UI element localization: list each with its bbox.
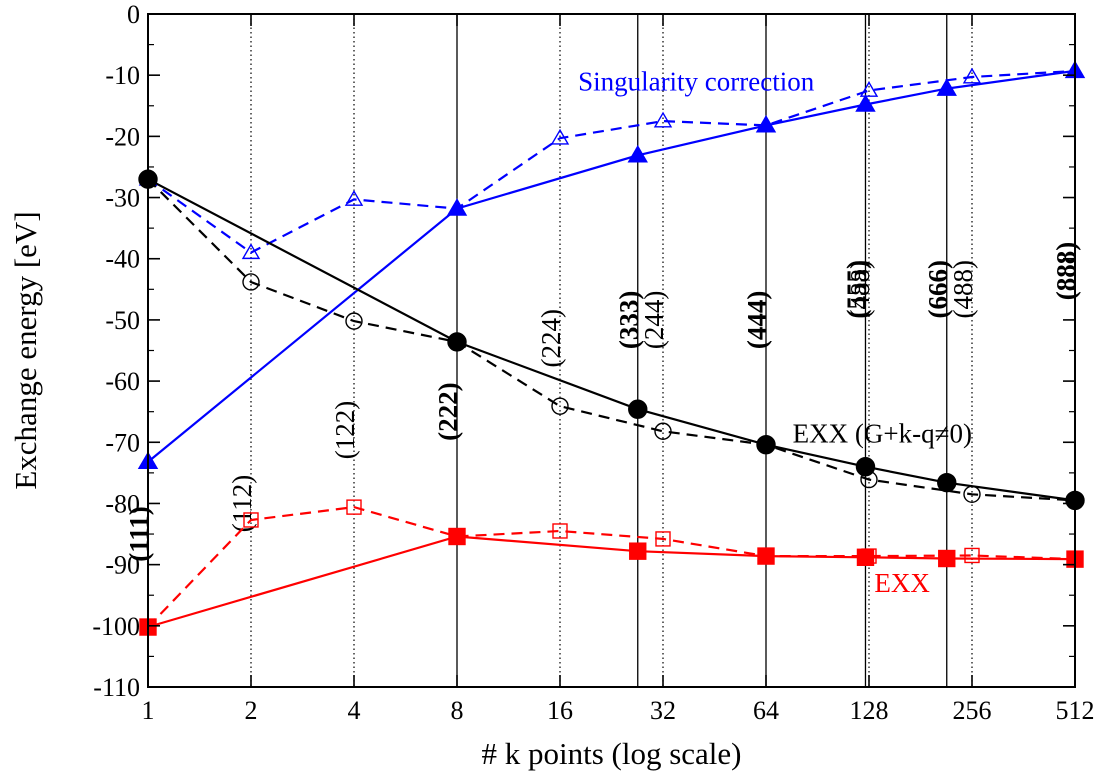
kpoint-mesh-label: (333) [614,291,644,349]
circle-marker [757,436,775,454]
square-marker [938,549,956,568]
circle-marker [628,399,648,419]
triangle-marker [241,243,261,260]
triangle-marker [344,189,364,206]
x-tick-label: 4 [348,696,361,725]
kpoint-mesh-label: (244) [639,291,669,349]
y-tick-label: -20 [105,122,140,151]
triangle-marker [447,199,467,216]
kpoint-mesh-label: (888) [1051,242,1081,300]
square-marker [964,547,980,564]
square-marker [243,512,259,528]
x-tick-label: 1 [142,696,155,725]
y-tick-label: -110 [93,673,140,702]
axis-ticks: 1 2 4 8 16 32 64 128 256 512 0 -10 -20 -30 -40 -50 -60 -7… [92,0,1094,725]
triangle-marker [859,81,879,97]
series-annotation: EXX [874,568,930,598]
square-marker [552,523,568,539]
y-tick-label: -10 [105,61,140,90]
kpoint-mesh-label: (488) [845,260,875,318]
circle-marker [860,470,878,489]
circle-marker [448,333,466,351]
x-tick-label: 256 [953,696,992,725]
triangle-marker [855,94,876,112]
triangle-marker [627,144,648,163]
x-tick-label: 64 [753,696,779,725]
x-axis-title: # k points (log scale) [481,736,741,771]
circle-marker [242,273,260,291]
series-line-exx-solid [147,535,1076,629]
kpoint-mesh-label: (488) [948,260,978,318]
kpoint-mesh-label: (122) [330,401,360,459]
circle-marker [937,472,957,493]
x-tick-label: 8 [451,696,464,725]
x-tick-label: 128 [850,696,889,725]
y-tick-label: -100 [92,612,140,641]
square-marker [629,542,647,560]
y-tick-label: -60 [105,367,140,396]
kpoint-mesh-labels: (111)(112)(122) (222)(224) (333)(244) (444)… [124,242,1081,562]
y-tick-label: 0 [127,0,140,29]
circle-marker [756,435,776,455]
series-annotations: Singularity correction EXX (G+k-q≠0) EXX [578,66,972,598]
square-marker [448,527,466,546]
y-tick-label: -70 [105,428,140,457]
y-tick-label: -90 [105,551,140,580]
triangle-marker [936,78,957,96]
triangle-marker [550,128,570,145]
square-marker [449,528,465,545]
y-tick-label: -80 [105,489,140,518]
circle-marker [447,332,467,352]
kpoint-mesh-label: (444) [742,291,772,349]
kpoint-mesh-label: (112) [227,475,257,532]
x-tick-label: 512 [1056,696,1095,725]
triangle-marker [756,115,776,132]
y-tick-label: -40 [105,245,140,274]
y-tick-label: -50 [105,306,140,335]
x-tick-label: 2 [245,696,258,725]
series-line-sing-dashed [147,69,1076,254]
series-line-exxg-dashed [147,178,1076,502]
y-axis-title: Exchange energy [eV] [8,211,43,489]
kpoint-mesh-label: (224) [536,309,566,367]
series-line-exxg-solid [147,178,1076,502]
square-marker [861,548,877,564]
triangle-marker [962,67,982,84]
kpoint-mesh-label: (666) [923,260,953,318]
circle-marker [345,312,363,330]
y-tick-label: -30 [105,184,140,213]
kpoint-mesh-label: (555) [841,260,871,318]
kpoint-mesh-label: (222) [433,382,463,440]
series-annotation: Singularity correction [578,66,815,96]
series-lines [147,69,1076,629]
x-tick-label: 16 [547,696,573,725]
square-marker [655,531,671,547]
series-line-exx-dashed [147,505,1076,628]
series-markers [137,60,1086,636]
triangle-marker [653,111,673,128]
circle-marker [654,422,672,440]
square-marker [346,499,362,515]
series-annotation: EXX (G+k-q≠0) [793,418,972,448]
square-marker [758,548,774,564]
x-tick-label: 32 [650,696,676,725]
circle-marker [551,397,569,415]
square-marker [757,547,775,565]
circle-marker [963,485,981,503]
